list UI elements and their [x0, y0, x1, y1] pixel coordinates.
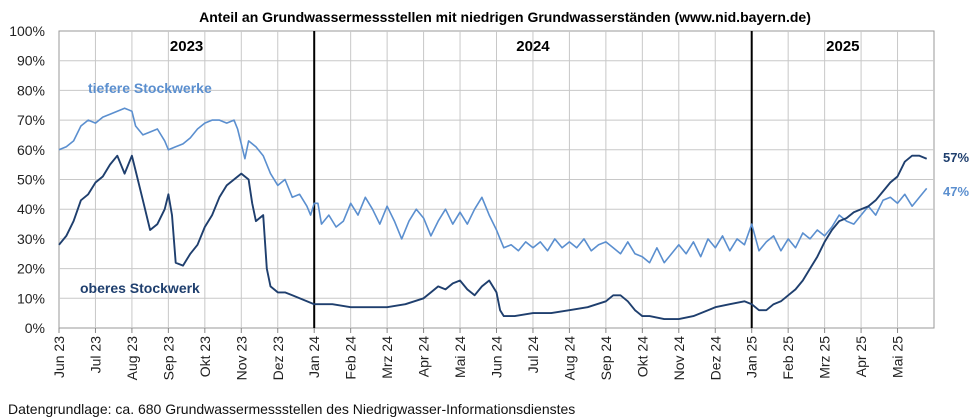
chart-title: Anteil an Grundwassermessstellen mit nie… — [199, 9, 811, 25]
y-tick-label: 100% — [9, 23, 45, 39]
y-tick-label: 70% — [17, 112, 45, 128]
x-tick-label: Mai 25 — [890, 336, 906, 378]
x-tick-label: Apr 25 — [853, 336, 869, 377]
y-tick-label: 50% — [17, 172, 45, 188]
x-tick-label: Feb 24 — [343, 336, 359, 380]
x-tick-label: Aug 23 — [124, 336, 140, 381]
y-tick-label: 40% — [17, 201, 45, 217]
x-tick-label: Jul 24 — [525, 336, 541, 374]
series-label-oberes: oberes Stockwerk — [80, 280, 200, 296]
end-label-tiefere: 47% — [943, 184, 969, 199]
y-tick-label: 0% — [25, 320, 45, 336]
series-label-tiefere: tiefere Stockwerke — [88, 80, 212, 96]
x-tick-label: Dez 23 — [270, 336, 286, 381]
x-tick-label: Dez 24 — [707, 336, 723, 381]
source-note: Datengrundlage: ca. 680 Grundwassermesss… — [8, 401, 575, 417]
x-tick-label: Sep 24 — [598, 336, 614, 381]
x-tick-label: Mrz 24 — [379, 336, 395, 379]
x-tick-label: Mrz 25 — [817, 336, 833, 379]
y-tick-label: 30% — [17, 231, 45, 247]
x-tick-label: Aug 24 — [561, 336, 577, 381]
year-label: 2025 — [826, 38, 859, 55]
series-line-tiefere — [58, 107, 928, 264]
x-tick-label: Sep 23 — [160, 336, 176, 381]
y-tick-label: 60% — [17, 142, 45, 158]
x-tick-label: Nov 24 — [671, 336, 687, 381]
series-lines — [58, 107, 928, 321]
year-label: 2023 — [170, 38, 203, 55]
x-tick-label: Jul 23 — [87, 336, 103, 374]
year-label: 2024 — [516, 38, 550, 55]
year-dividers — [313, 31, 753, 328]
x-tick-label: Apr 24 — [416, 336, 432, 377]
year-labels: 2023 2024 2025 — [170, 38, 860, 55]
y-tick-label: 80% — [17, 82, 45, 98]
y-axis: 0% 10% 20% 30% 40% 50% 60% 70% 80% 90% 100% — [9, 23, 45, 336]
end-label-oberes: 57% — [943, 150, 969, 165]
x-tick-label: Nov 23 — [233, 336, 249, 381]
x-tick-label: Jun 23 — [51, 336, 67, 378]
x-axis: Jun 23 Jul 23 Aug 23 Sep 23 Okt 23 Nov 23 Dez … — [51, 328, 906, 380]
x-tick-label: Jan 25 — [744, 336, 760, 378]
y-tick-label: 90% — [17, 53, 45, 69]
x-tick-label: Mai 24 — [452, 336, 468, 378]
x-tick-label: Feb 25 — [780, 336, 796, 380]
y-tick-label: 20% — [17, 261, 45, 277]
grid-lines — [59, 31, 934, 328]
x-tick-label: Okt 23 — [197, 336, 213, 377]
x-tick-label: Okt 24 — [634, 336, 650, 377]
x-tick-label: Jun 24 — [489, 336, 505, 378]
y-tick-label: 10% — [17, 290, 45, 306]
x-tick-label: Jan 24 — [306, 336, 322, 378]
series-line-oberes — [58, 154, 928, 321]
